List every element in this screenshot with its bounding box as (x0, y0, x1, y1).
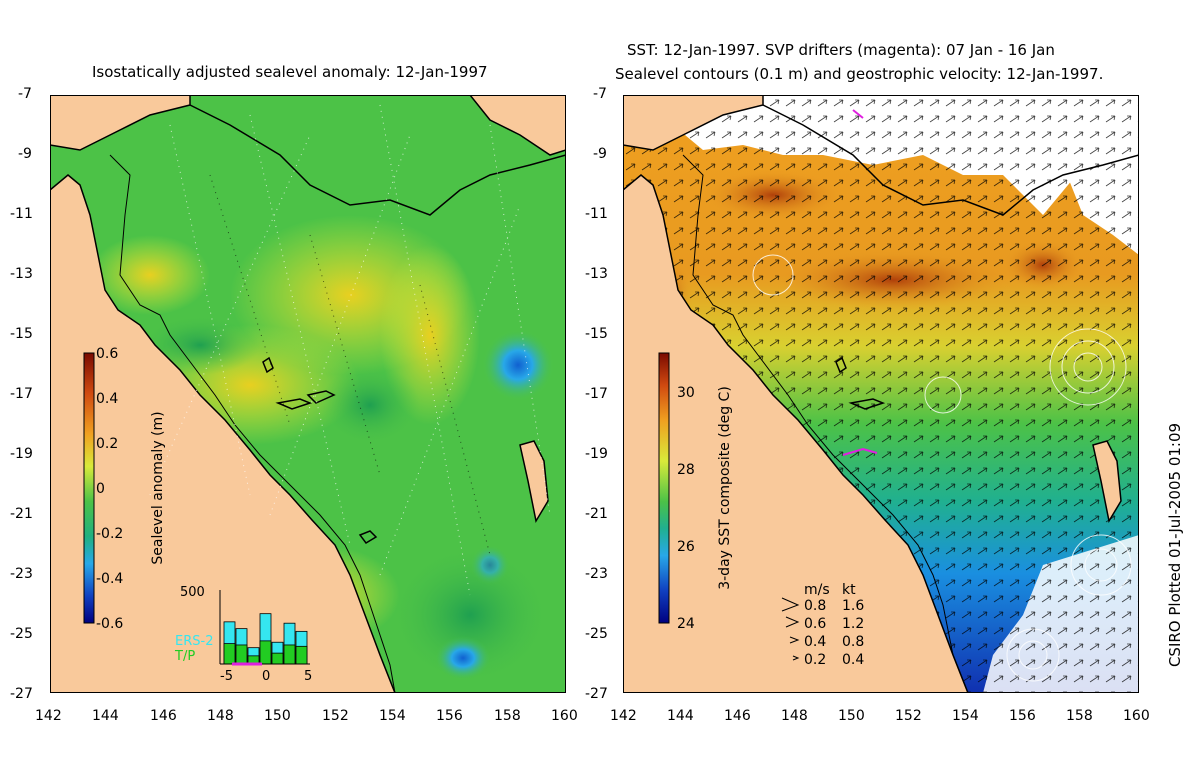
legend-kt: 0.4 (842, 652, 864, 668)
lon-tick: 144 (667, 708, 694, 724)
legend-ms: 0.6 (804, 616, 826, 632)
legend-header-kt: kt (842, 582, 856, 598)
colorbar-tick: -0.2 (96, 526, 123, 542)
colorbar-tick: 26 (677, 539, 695, 555)
lon-tick: 160 (1123, 708, 1150, 724)
lon-tick: 156 (436, 708, 463, 724)
legend-ms: 0.8 (804, 598, 826, 614)
lat-tick: -19 (10, 446, 33, 462)
lon-tick: 156 (1009, 708, 1036, 724)
sst-map (623, 95, 1139, 693)
tp-bar (295, 645, 308, 665)
lon-tick: 150 (838, 708, 865, 724)
sealevel-anomaly-map (50, 95, 566, 693)
colorbar-label: 3-day SST composite (deg C) (717, 386, 733, 590)
left-panel-title: Isostatically adjusted sealevel anomaly:… (92, 63, 488, 81)
colorbar-tick: 30 (677, 385, 695, 401)
colorbar-tick: -0.6 (96, 616, 123, 632)
velocity-legend: m/s kt 0.8 1.6 0.6 1.2 0.4 0.8 0.2 0.4 (781, 582, 864, 668)
legend-kt: 1.6 (842, 598, 864, 614)
lon-tick: 152 (895, 708, 922, 724)
lon-tick: 160 (551, 708, 578, 724)
histogram-xtick: -5 (220, 669, 233, 684)
lon-tick: 148 (207, 708, 234, 724)
colorbar-tick: 0.4 (96, 391, 118, 407)
colorbar-tick: -0.4 (96, 571, 123, 587)
lon-tick: 154 (379, 708, 406, 724)
lat-tick: -11 (585, 206, 608, 222)
lat-tick: -17 (10, 386, 33, 402)
sealevel-colorbar: 0.6 0.4 0.2 0 -0.2 -0.4 -0.6 Sealevel an… (83, 346, 166, 632)
lat-tick: -11 (10, 206, 33, 222)
legend-ms: 0.2 (804, 652, 826, 668)
colorbar-label: Sealevel anomaly (m) (150, 411, 166, 564)
lat-tick: -19 (585, 446, 608, 462)
colorbar-tick: 0 (96, 481, 105, 497)
histogram-bars (223, 613, 308, 665)
lat-tick: -9 (18, 146, 32, 162)
tp-bar (271, 652, 284, 665)
histogram-xtick: 0 (262, 669, 270, 684)
legend-kt: 1.2 (842, 616, 864, 632)
right-panel-title-line2: Sealevel contours (0.1 m) and geostrophi… (615, 65, 1104, 83)
credit-text: CSIRO Plotted 01-Jul-2005 01:09 (1166, 423, 1184, 667)
tp-bar (223, 643, 236, 665)
tp-bar (235, 644, 248, 665)
lon-tick: 150 (264, 708, 291, 724)
lon-tick: 148 (781, 708, 808, 724)
histogram-ymax: 500 (180, 585, 205, 600)
colorbar-tick: 24 (677, 616, 695, 632)
lat-tick: -7 (593, 86, 607, 102)
lon-tick: 152 (322, 708, 349, 724)
legend-tp: T/P (174, 649, 195, 664)
lat-tick: -21 (585, 506, 608, 522)
lon-tick: 158 (494, 708, 521, 724)
lat-tick: -27 (10, 686, 33, 702)
lat-tick: -13 (585, 266, 608, 282)
histogram-xtick: 5 (304, 669, 312, 684)
legend-kt: 0.8 (842, 634, 864, 650)
lon-tick: 144 (92, 708, 119, 724)
lat-tick: -21 (10, 506, 33, 522)
lon-tick: 142 (610, 708, 637, 724)
lat-tick: -13 (10, 266, 33, 282)
track-histogram: 500 ERS-2 T/P -5 0 5 (174, 585, 312, 684)
lat-tick: -17 (585, 386, 608, 402)
right-panel-title-line1: SST: 12-Jan-1997. SVP drifters (magenta)… (627, 41, 1055, 59)
legend-ms: 0.4 (804, 634, 826, 650)
tp-bar (283, 644, 296, 665)
lat-tick: -23 (10, 566, 33, 582)
lat-tick: -15 (585, 326, 608, 342)
colorbar-tick: 28 (677, 462, 695, 478)
colorbar-tick: 0.6 (96, 346, 118, 362)
lat-tick: -9 (593, 146, 607, 162)
lat-tick: -15 (10, 326, 33, 342)
legend-header-ms: m/s (804, 582, 830, 598)
lat-tick: -25 (585, 626, 608, 642)
lat-tick: -7 (18, 86, 32, 102)
colorbar-tick: 0.2 (96, 436, 118, 452)
tp-bar (259, 640, 272, 665)
lon-tick: 146 (724, 708, 751, 724)
sst-colorbar: 30 28 26 24 3-day SST composite (deg C) (658, 352, 733, 632)
lon-tick: 158 (1066, 708, 1093, 724)
lon-tick: 146 (150, 708, 177, 724)
lon-tick: 154 (952, 708, 979, 724)
credit-stamp: CSIRO Plotted 01-Jul-2005 01:09 (1166, 423, 1184, 667)
lat-tick: -27 (585, 686, 608, 702)
lon-tick: 142 (35, 708, 62, 724)
legend-ers2: ERS-2 (175, 634, 213, 649)
lat-tick: -23 (585, 566, 608, 582)
lat-tick: -25 (10, 626, 33, 642)
